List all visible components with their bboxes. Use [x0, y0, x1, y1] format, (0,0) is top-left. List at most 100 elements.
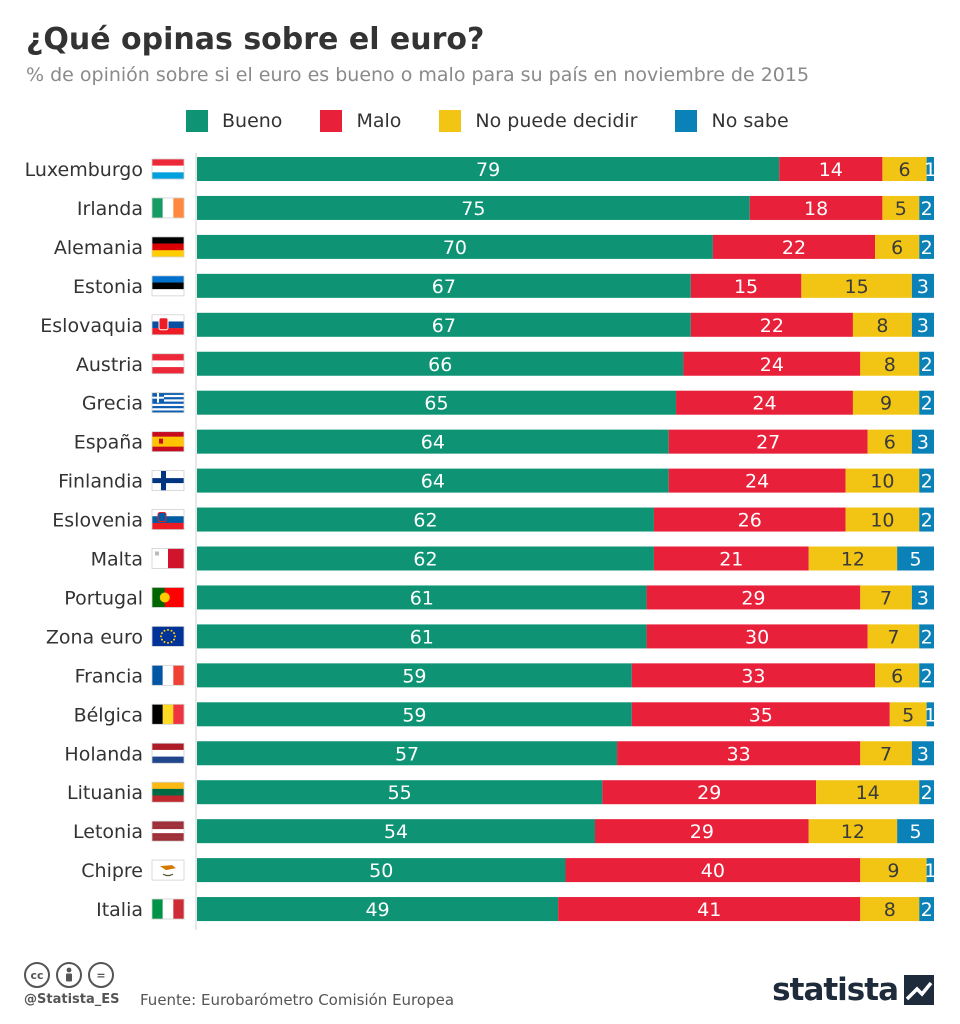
category-label-italia: Italia: [96, 899, 143, 921]
eu-flag: [152, 626, 184, 647]
data-label-bueno-luxemburgo: 79: [476, 159, 500, 181]
bar-no-puede-decidir-grecia: [852, 390, 920, 415]
data-label-bueno-francia: 59: [402, 665, 426, 687]
data-label-malo-espana: 27: [756, 432, 780, 454]
flag-border: [151, 275, 185, 297]
bar-bueno-chipre: [197, 858, 566, 883]
data-label-no-puede-decidir-eslovenia: 10: [870, 510, 894, 532]
bar-bueno-austria: [197, 351, 684, 376]
flag-border: [151, 587, 185, 608]
bar-malo-eslovaquia: [690, 312, 853, 337]
belgium-flag: [152, 704, 185, 725]
category-label-luxemburgo: Luxemburgo: [25, 159, 143, 181]
germany-flag: [152, 236, 184, 258]
data-label-no-puede-decidir-austria: 8: [884, 354, 896, 376]
data-label-malo-alemania: 22: [782, 237, 806, 259]
data-label-bueno-eslovaquia: 67: [432, 315, 456, 337]
data-label-malo-finlandia: 24: [745, 471, 769, 493]
statista-mark-icon: [904, 975, 934, 1005]
bar-no-sabe-letonia: [897, 819, 934, 844]
data-label-bueno-malta: 62: [413, 549, 437, 571]
data-label-bueno-espana: 64: [421, 432, 445, 454]
bar-no-sabe-portugal: [911, 585, 934, 610]
data-label-no-sabe-portugal: 3: [917, 587, 929, 609]
bar-no-sabe-francia: [919, 663, 934, 688]
category-label-eslovenia: Eslovenia: [52, 510, 143, 532]
data-label-malo-chipre: 40: [701, 860, 725, 882]
portugal-flag: [152, 587, 184, 608]
bar-bueno-eslovaquia: [197, 312, 691, 337]
bar-no-puede-decidir-francia: [875, 663, 920, 688]
bar-malo-malta: [653, 546, 809, 571]
data-label-bueno-estonia: 67: [432, 276, 456, 298]
flag-border: [151, 236, 185, 258]
bar-bueno-irlanda: [197, 195, 750, 220]
bar-bueno-estonia: [197, 273, 691, 298]
category-label-finlandia: Finlandia: [58, 471, 143, 493]
data-label-bueno-eslovenia: 62: [413, 510, 437, 532]
malta-flag: [152, 548, 185, 569]
data-label-bueno-belgica: 59: [402, 704, 426, 726]
data-label-no-sabe-espana: 3: [917, 432, 929, 454]
bar-bueno-malta: [197, 546, 654, 571]
bar-no-sabe-belgica: [926, 702, 934, 727]
bar-no-sabe-lituania: [919, 780, 934, 805]
data-label-no-sabe-eslovenia: 2: [921, 510, 933, 532]
bar-malo-portugal: [646, 585, 861, 610]
category-label-lituania: Lituania: [67, 782, 143, 804]
slovenia-flag: [152, 509, 184, 530]
flag-border: [151, 859, 185, 881]
data-label-no-puede-decidir-lituania: 14: [856, 782, 880, 804]
data-label-malo-holanda: 33: [727, 743, 751, 765]
data-label-no-puede-decidir-francia: 6: [891, 665, 903, 687]
bar-malo-lituania: [602, 780, 817, 805]
flag-border: [151, 898, 185, 920]
data-label-no-sabe-zona-euro: 2: [921, 626, 933, 648]
cc-icon: cc: [24, 962, 50, 988]
data-label-no-sabe-belgica: 1: [924, 704, 936, 726]
bar-malo-grecia: [676, 390, 853, 415]
bar-no-puede-decidir-eslovaquia: [852, 312, 912, 337]
bar-no-sabe-holanda: [911, 741, 934, 766]
legend-swatch-no-sabe: [675, 110, 698, 132]
bar-bueno-eslovenia: [197, 507, 654, 532]
bar-malo-zona-euro: [646, 624, 868, 649]
legend-swatch-no-puede-decidir: [439, 110, 462, 132]
category-label-letonia: Letonia: [73, 821, 143, 843]
bar-malo-italia: [558, 897, 861, 922]
bar-bueno-portugal: [197, 585, 647, 610]
by-icon: [56, 962, 82, 988]
data-label-no-puede-decidir-holanda: 7: [880, 743, 892, 765]
data-label-malo-malta: 21: [719, 549, 743, 571]
license-icons: cc =: [24, 962, 120, 988]
data-label-no-puede-decidir-eslovaquia: 8: [876, 315, 888, 337]
bar-no-puede-decidir-estonia: [801, 273, 912, 298]
bar-malo-holanda: [617, 741, 861, 766]
data-label-malo-austria: 24: [760, 354, 784, 376]
legend-item-no-sabe: No sabe: [675, 110, 789, 132]
bar-no-puede-decidir-lituania: [816, 780, 920, 805]
austria-flag: [152, 353, 184, 374]
legend-item-no-puede-decidir: No puede decidir: [439, 110, 637, 132]
bar-malo-estonia: [690, 273, 802, 298]
bar-no-puede-decidir-portugal: [860, 585, 912, 610]
data-label-no-puede-decidir-chipre: 9: [887, 860, 899, 882]
bar-no-puede-decidir-austria: [860, 351, 920, 376]
category-label-irlanda: Irlanda: [77, 198, 143, 220]
footer-handle: @Statista_ES: [24, 992, 120, 1007]
category-label-portugal: Portugal: [64, 587, 143, 609]
bar-bueno-italia: [197, 897, 559, 922]
bar-no-puede-decidir-irlanda: [882, 195, 920, 220]
data-label-bueno-zona-euro: 61: [410, 626, 434, 648]
france-flag: [152, 665, 185, 686]
category-label-austria: Austria: [76, 354, 143, 376]
data-label-no-sabe-letonia: 5: [910, 821, 922, 843]
bar-bueno-holanda: [197, 741, 618, 766]
bar-no-sabe-zona-euro: [919, 624, 934, 649]
bar-no-sabe-finlandia: [919, 468, 934, 493]
bar-malo-belgica: [631, 702, 890, 727]
data-label-no-sabe-eslovaquia: 3: [917, 315, 929, 337]
data-label-no-puede-decidir-alemania: 6: [891, 237, 903, 259]
lithuania-flag: [152, 782, 184, 803]
bar-no-puede-decidir-eslovenia: [845, 507, 920, 532]
